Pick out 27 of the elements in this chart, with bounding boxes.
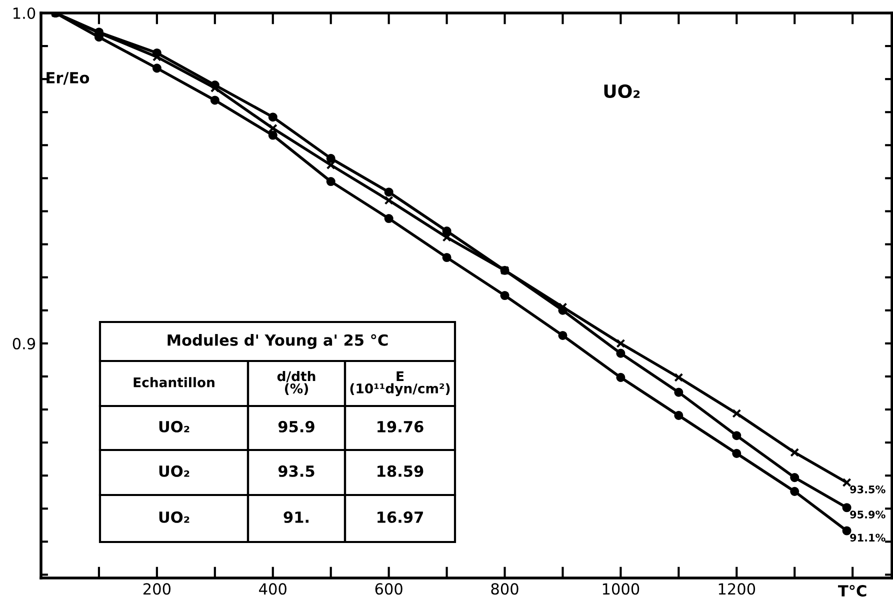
x-tick-label: 1000 xyxy=(602,583,640,595)
annotation: UO₂ xyxy=(159,465,190,477)
annotation: E (10¹¹dyn/cm²) xyxy=(350,371,450,396)
y-tick-label: 1.0 xyxy=(14,7,36,20)
legend-label: 91.1% xyxy=(850,534,886,542)
x-tick-label: 200 xyxy=(143,583,171,595)
x-axis-title: T°C xyxy=(838,584,866,597)
x-tick-label: 1200 xyxy=(718,583,756,595)
annotation: Echantillon xyxy=(134,377,214,388)
annotation: UO₂ xyxy=(159,420,190,432)
x-tick-label: 600 xyxy=(375,583,402,595)
annotation: UO₂ xyxy=(159,511,190,523)
annotation: 16.97 xyxy=(378,511,423,523)
annotation: 91. xyxy=(284,511,308,523)
y-tick-label: 0.9 xyxy=(12,338,36,350)
annotation: 95.9 xyxy=(278,420,314,432)
annotation: d/dth (%) xyxy=(277,370,316,396)
x-tick-label: 400 xyxy=(259,583,286,595)
legend-label: 95.9% xyxy=(850,510,886,518)
annotation: 93.5 xyxy=(278,465,314,477)
x-tick-label: 800 xyxy=(491,583,518,595)
annotation: 18.59 xyxy=(378,465,424,477)
annotation: Modules d' Young a' 25 °C xyxy=(168,334,388,349)
y-axis-title: Er/Eo xyxy=(46,72,90,85)
series-label: 93.5% xyxy=(850,485,886,494)
annotation: 19.76 xyxy=(378,420,424,432)
annotation: UO₂ xyxy=(604,84,640,98)
